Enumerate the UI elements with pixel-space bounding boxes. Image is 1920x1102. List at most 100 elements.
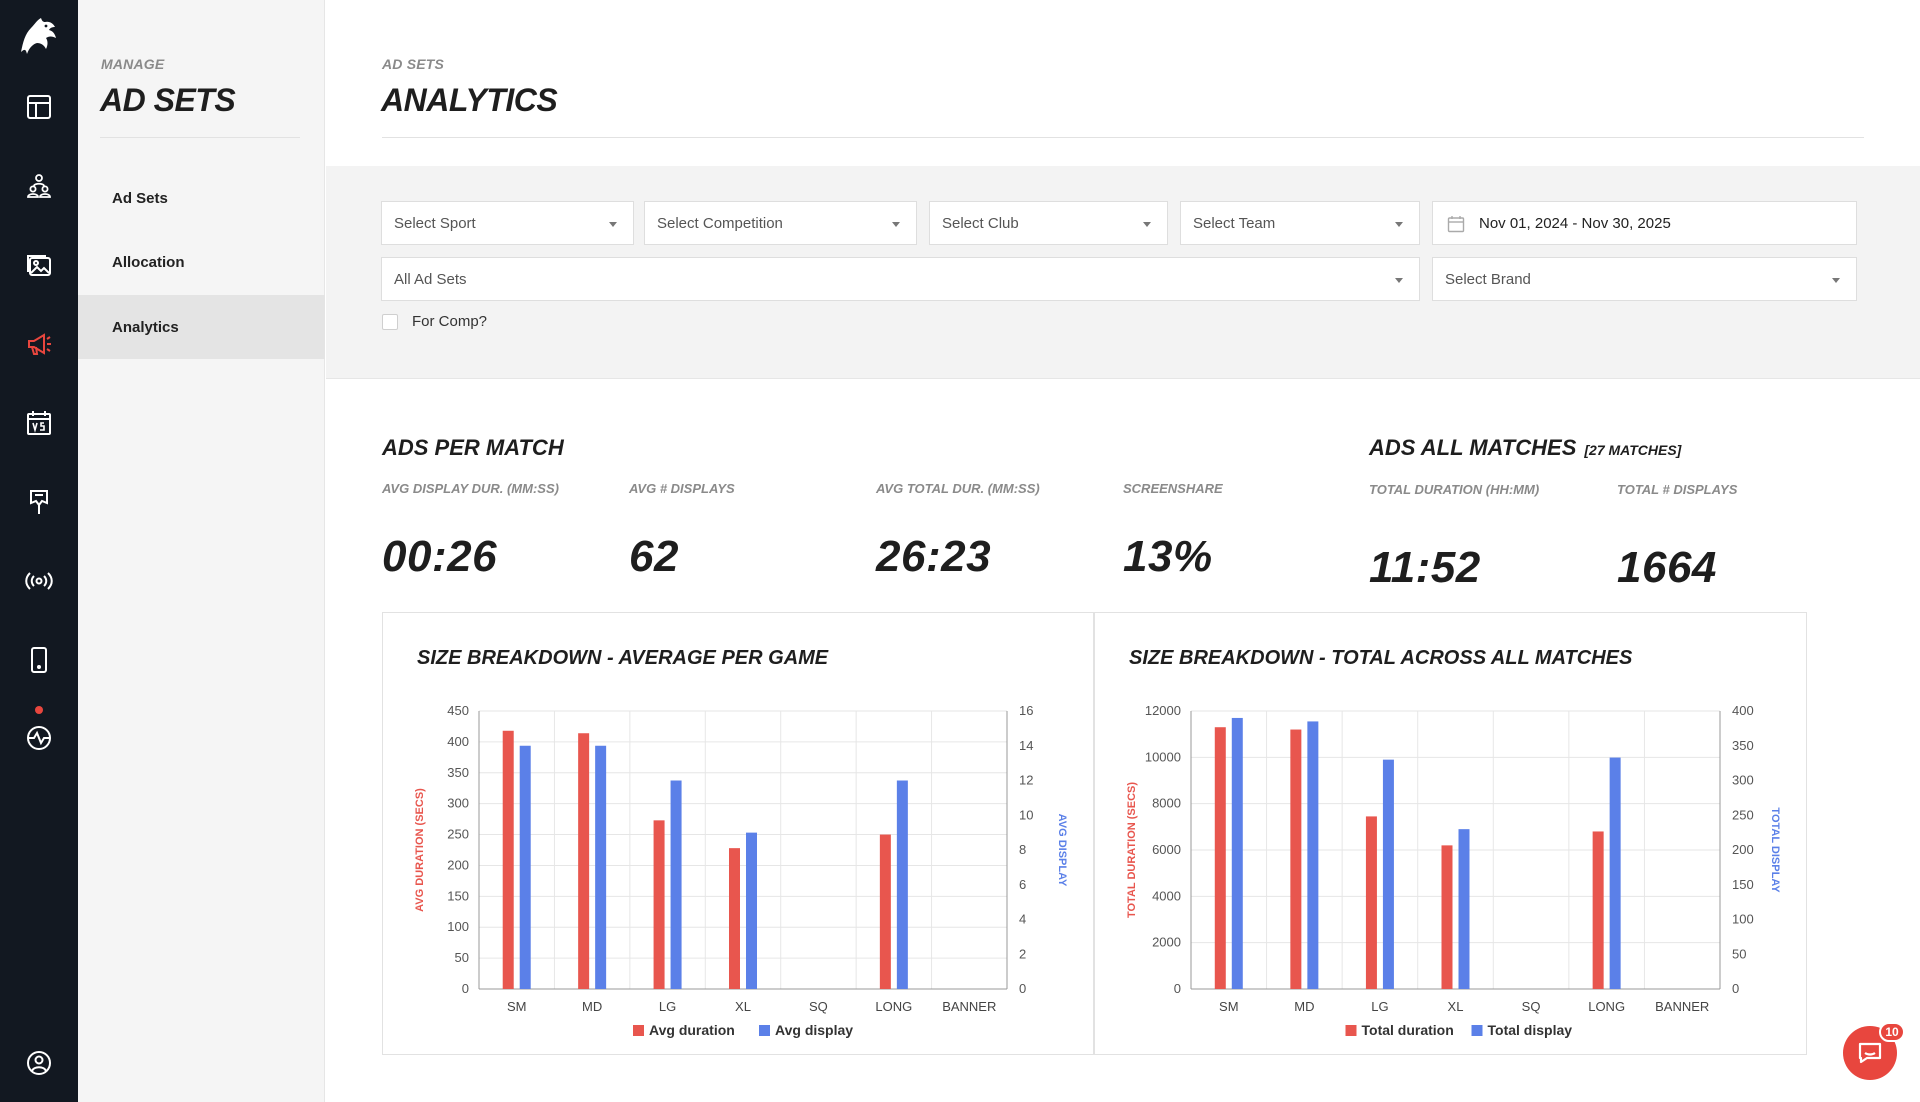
y-tick-label: 12000	[1145, 703, 1181, 718]
y-tick-label: 350	[447, 765, 469, 780]
legend-swatch	[759, 1025, 770, 1036]
page-title: ANALYTICS	[381, 82, 558, 118]
legend-swatch	[1345, 1025, 1357, 1036]
y2-tick-label: 200	[1732, 842, 1754, 857]
legend-swatch	[633, 1025, 644, 1036]
legend-swatch	[1471, 1025, 1483, 1036]
broadcast-icon[interactable]	[24, 566, 54, 596]
eagle-logo-icon[interactable]	[15, 12, 63, 60]
layout-icon[interactable]	[24, 92, 54, 122]
y2-tick-label: 50	[1732, 946, 1746, 961]
caret-down-icon	[1832, 278, 1840, 283]
bar-avg-duration	[502, 730, 514, 989]
y-tick-label: 150	[447, 888, 469, 903]
ads-per-match-heading: ADS PER MATCH	[382, 435, 564, 460]
brand-select-value: Select Brand	[1445, 270, 1531, 288]
x-tick-label: LONG	[1588, 999, 1625, 1014]
caret-down-icon	[1143, 222, 1151, 227]
y-axis-title: TOTAL DURATION (SECS)	[1126, 782, 1138, 918]
x-tick-label: MD	[582, 999, 602, 1014]
y-tick-label: 4000	[1152, 888, 1181, 903]
chart-title: SIZE BREAKDOWN - AVERAGE PER GAME	[417, 647, 829, 669]
date-range-picker[interactable]: Nov 01, 2024 - Nov 30, 2025	[1432, 201, 1857, 245]
stat-value: 00:26	[382, 532, 498, 581]
x-tick-label: SQ	[809, 999, 828, 1014]
banner-icon[interactable]	[24, 487, 54, 517]
bar-total-display	[1382, 759, 1394, 989]
stat-label: TOTAL # DISPLAYS	[1617, 482, 1738, 497]
team-select[interactable]: Select Team	[1180, 201, 1420, 245]
y2-tick-label: 250	[1732, 807, 1754, 822]
y-tick-label: 450	[447, 703, 469, 718]
stat-label: TOTAL DURATION (HH:MM)	[1369, 482, 1540, 497]
y-tick-label: 50	[455, 950, 469, 965]
ads-all-matches-heading: ADS ALL MATCHES [27 MATCHES]	[1369, 435, 1681, 461]
chat-icon	[1858, 1042, 1882, 1064]
profile-icon[interactable]	[24, 1048, 54, 1078]
stat-label: AVG # DISPLAYS	[629, 481, 735, 496]
x-tick-label: SM	[507, 999, 527, 1014]
y2-tick-label: 2	[1019, 946, 1026, 961]
y2-tick-label: 16	[1019, 703, 1033, 718]
icon-rail	[0, 0, 78, 1102]
caret-down-icon	[609, 222, 617, 227]
checkbox-box[interactable]	[382, 313, 398, 330]
for-comp-checkbox[interactable]: For Comp?	[382, 313, 487, 330]
stat-value: 11:52	[1369, 543, 1481, 592]
megaphone-icon[interactable]	[24, 329, 54, 359]
subnav-item-allocation[interactable]: Allocation	[112, 253, 185, 271]
y2-tick-label: 12	[1019, 773, 1033, 788]
x-tick-label: XL	[1448, 999, 1464, 1014]
competition-select[interactable]: Select Competition	[644, 201, 917, 245]
club-select[interactable]: Select Club	[929, 201, 1168, 245]
legend-label: Avg display	[775, 1022, 853, 1038]
calendar-vs-icon[interactable]	[24, 408, 54, 438]
chart-average-per-game: 0 50 100 150 200 250 300 350 400 450 0 2 4 6 8 10 12 14 16…	[414, 703, 1068, 1038]
for-comp-label: For Comp?	[412, 313, 488, 330]
caret-down-icon	[1395, 278, 1403, 283]
y2-tick-label: 8	[1019, 842, 1026, 857]
y2-tick-label: 300	[1732, 773, 1754, 788]
bar-total-duration	[1441, 845, 1453, 989]
y2-tick-label: 150	[1732, 877, 1754, 892]
competition-select-value: Select Competition	[657, 214, 783, 232]
y2-axis-title: AVG DISPLAY	[1056, 814, 1068, 887]
brand-select[interactable]: Select Brand	[1432, 257, 1857, 301]
y2-tick-label: 100	[1732, 912, 1754, 927]
tablet-icon[interactable]	[24, 645, 54, 675]
y2-tick-label: 350	[1732, 738, 1754, 753]
bar-avg-display	[595, 745, 607, 989]
bar-avg-display	[896, 780, 908, 989]
chart-total-all-matches: 0 2000 4000 6000 8000 10000 12000 0 50 100 150 200 2…	[1126, 703, 1781, 1038]
y-tick-label: 8000	[1152, 796, 1181, 811]
x-tick-label: MD	[1294, 999, 1314, 1014]
ad-sets-select[interactable]: All Ad Sets	[381, 257, 1420, 301]
sport-select[interactable]: Select Sport	[381, 201, 634, 245]
x-tick-label: XL	[735, 999, 751, 1014]
bar-avg-display	[519, 745, 531, 989]
y2-axis-title: TOTAL DISPLAY	[1769, 807, 1781, 893]
bar-total-duration	[1592, 831, 1604, 989]
bar-total-duration	[1290, 729, 1302, 989]
subnav-item-analytics[interactable]: Analytics	[78, 295, 325, 359]
ad-sets-select-value: All Ad Sets	[394, 270, 467, 288]
notification-dot	[35, 706, 43, 714]
bar-avg-duration	[879, 834, 891, 989]
y-tick-label: 250	[447, 827, 469, 842]
pulse-icon[interactable]	[24, 723, 54, 753]
stat-label: SCREENSHARE	[1123, 481, 1223, 496]
y-tick-label: 10000	[1145, 749, 1181, 764]
main-content: AD SETS ANALYTICS Select Sport Select Co…	[326, 0, 1920, 1102]
y2-tick-label: 6	[1019, 877, 1026, 892]
chat-launcher-button[interactable]: 10	[1843, 1022, 1905, 1080]
legend-label: Avg duration	[649, 1022, 735, 1038]
bar-total-duration	[1365, 816, 1377, 989]
users-icon[interactable]	[24, 171, 54, 201]
ads-all-matches-title: ADS ALL MATCHES	[1369, 435, 1577, 460]
chart-card-average: SIZE BREAKDOWN - AVERAGE PER GAME 0 50 100…	[382, 612, 1094, 1055]
stat-value: 62	[629, 532, 679, 581]
image-icon[interactable]	[24, 250, 54, 280]
subnav-item-ad-sets[interactable]: Ad Sets	[112, 189, 168, 207]
matches-count: [27 MATCHES]	[1584, 442, 1682, 458]
team-select-value: Select Team	[1193, 214, 1276, 232]
